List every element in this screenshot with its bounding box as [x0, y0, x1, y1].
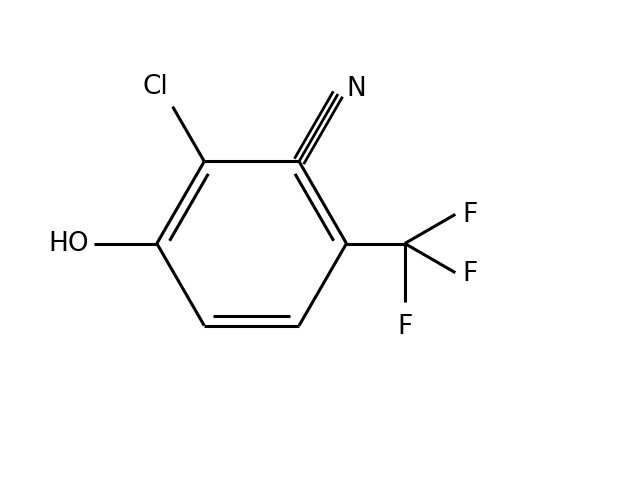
- Text: Cl: Cl: [142, 74, 168, 100]
- Text: F: F: [397, 313, 412, 339]
- Text: F: F: [463, 260, 478, 286]
- Text: F: F: [463, 202, 478, 228]
- Text: HO: HO: [48, 231, 89, 257]
- Text: N: N: [347, 76, 366, 102]
